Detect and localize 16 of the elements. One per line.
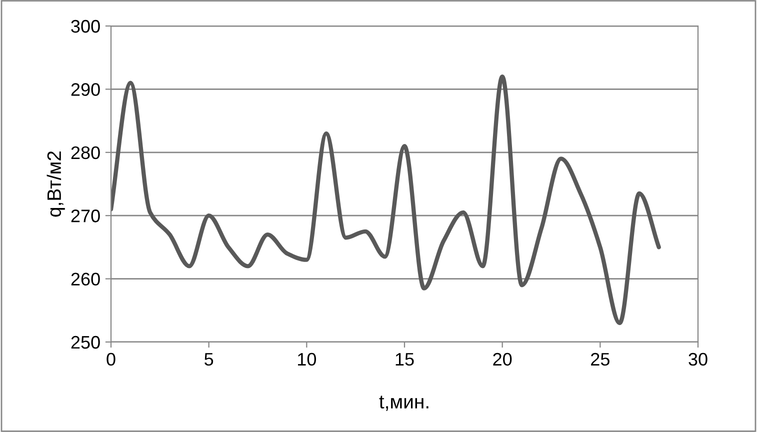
y-tick-label: 250 [71, 336, 100, 349]
y-tick-label: 270 [71, 210, 100, 222]
x-tick-label: 20 [493, 352, 512, 366]
x-tick-label: 5 [204, 353, 214, 366]
y-tick-label: 300 [71, 20, 100, 33]
x-tick-label: 25 [591, 352, 610, 366]
x-tick-label: 0 [106, 352, 116, 366]
y-tick-label: 290 [71, 83, 100, 96]
y-tick-label: 280 [71, 146, 100, 160]
y-axis-title: q,Вт/м2 [46, 151, 65, 217]
x-tick-label: 15 [396, 353, 414, 366]
x-tick-label: 30 [688, 352, 708, 366]
y-tick-label: 260 [71, 272, 100, 286]
x-tick-label: 10 [298, 352, 316, 366]
x-axis-title: t,мин. [379, 396, 428, 411]
line-series [111, 74, 661, 326]
